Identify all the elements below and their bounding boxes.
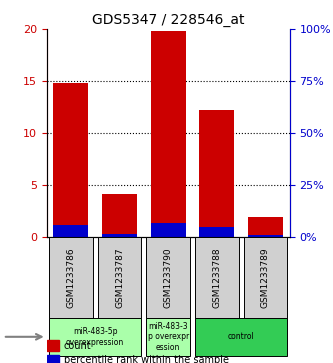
Text: control: control: [228, 332, 254, 341]
Bar: [47, 340, 59, 351]
FancyBboxPatch shape: [146, 237, 190, 318]
Text: miR-483-5p
overexpression: miR-483-5p overexpression: [66, 327, 124, 347]
Text: GSM1233790: GSM1233790: [164, 247, 173, 308]
FancyBboxPatch shape: [49, 318, 142, 356]
Text: GSM1233787: GSM1233787: [115, 247, 124, 308]
Title: GDS5347 / 228546_at: GDS5347 / 228546_at: [92, 13, 244, 26]
FancyBboxPatch shape: [98, 237, 142, 318]
FancyBboxPatch shape: [146, 318, 190, 356]
Text: GSM1233788: GSM1233788: [212, 247, 221, 308]
Text: count: count: [64, 340, 91, 351]
Text: GSM1233786: GSM1233786: [66, 247, 76, 308]
Bar: [151, 31, 186, 237]
Text: miR-483-3
p overexpr
ession: miR-483-3 p overexpr ession: [148, 322, 189, 352]
Bar: [248, 236, 283, 237]
Bar: [248, 217, 283, 237]
FancyBboxPatch shape: [243, 237, 287, 318]
Bar: [53, 225, 89, 237]
Bar: [151, 223, 186, 237]
Text: GSM1233789: GSM1233789: [261, 247, 270, 308]
FancyBboxPatch shape: [49, 237, 93, 318]
Bar: [199, 227, 234, 237]
FancyBboxPatch shape: [195, 318, 287, 356]
Text: percentile rank within the sample: percentile rank within the sample: [64, 355, 229, 363]
Bar: [199, 110, 234, 237]
Bar: [102, 234, 137, 237]
Bar: [47, 355, 59, 363]
Bar: [102, 193, 137, 237]
Bar: [53, 83, 89, 237]
FancyBboxPatch shape: [195, 237, 239, 318]
